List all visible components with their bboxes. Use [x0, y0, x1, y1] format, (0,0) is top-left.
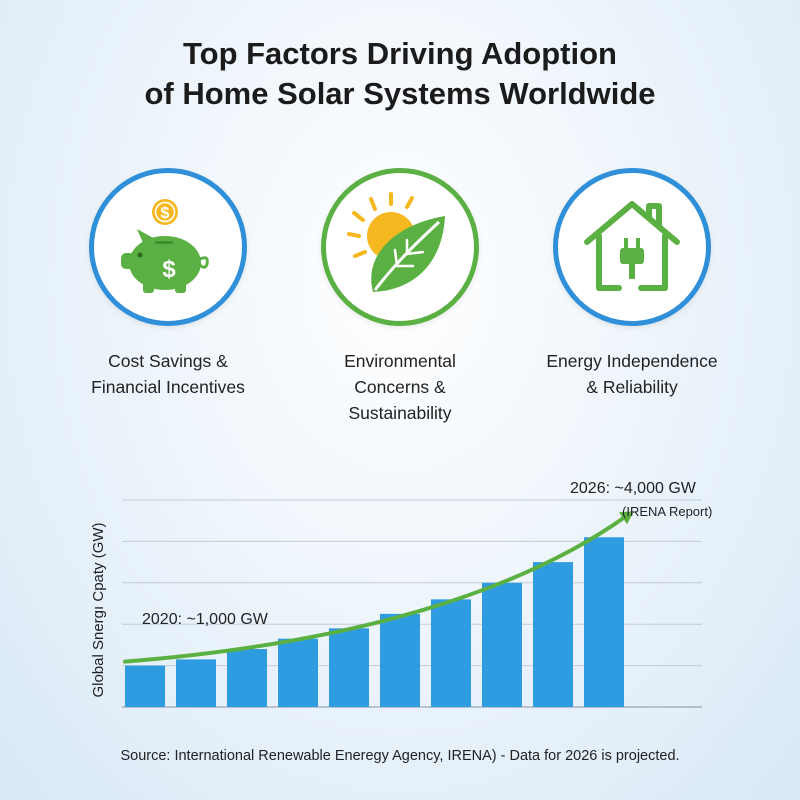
chart-bar — [584, 537, 624, 707]
factor-circle — [553, 168, 711, 326]
chart-bar — [227, 649, 267, 707]
factor-label: Environmental Concerns & Sustainability — [280, 348, 520, 426]
y-axis-label: Global Snergı Cpaty (GW) — [90, 522, 107, 697]
chart-bar — [431, 599, 471, 707]
chart-bar — [176, 659, 216, 707]
factor-label-line: Cost Savings & — [108, 351, 228, 371]
source-note: Source: International Renewable Eneregy … — [120, 748, 680, 764]
factor-environmental: Environmental Concerns & Sustainability — [280, 168, 520, 426]
annotation-end-note: (IRENA Report) — [622, 504, 712, 519]
trend-arrow-line — [123, 514, 628, 664]
factor-circle — [321, 168, 479, 326]
factor-cost-savings: $ $ Cost Savings & Financial Incentives — [48, 168, 288, 400]
chart-bars — [125, 537, 624, 707]
factor-label: Cost Savings & Financial Incentives — [48, 348, 288, 400]
chart-bar — [278, 638, 318, 707]
factor-label-line: Environmental — [344, 351, 456, 371]
factor-label-line: Financial Incentives — [91, 377, 245, 397]
annotation-start: 2020: ~1,000 GW — [142, 611, 269, 628]
chart-bar — [482, 582, 522, 707]
factor-label-line: & Reliability — [586, 377, 678, 397]
chart-bar — [533, 562, 573, 707]
sun-leaf-icon — [347, 192, 445, 292]
factor-energy-independence: Energy Independence & Reliability — [512, 168, 752, 400]
piggy-bank-dollar-icon: $ $ — [121, 199, 209, 293]
title-line-1: Top Factors Driving Adoption — [183, 36, 617, 71]
factor-label-line: Concerns & — [354, 377, 446, 397]
svg-text:$: $ — [162, 256, 176, 283]
title-line-2: of Home Solar Systems Worldwide — [144, 76, 656, 111]
chart-bar — [125, 665, 165, 707]
chart-bar — [380, 613, 420, 707]
factor-label: Energy Independence & Reliability — [512, 348, 752, 400]
chart-bar — [329, 628, 369, 707]
svg-text:$: $ — [161, 205, 170, 222]
factor-label-line: Energy Independence — [546, 351, 718, 371]
house-plug-icon — [584, 201, 680, 291]
factor-circle: $ $ — [89, 168, 247, 326]
capacity-bar-chart: Global Snergı Cpaty (GW) 2020: ~1,000 GW… — [90, 480, 712, 708]
page-title: Top Factors Driving Adoption of Home Sol… — [0, 34, 800, 114]
factor-label-line: Sustainability — [348, 403, 452, 423]
trend-arrow-head — [619, 511, 634, 525]
annotation-end: 2026: ~4,000 GW — [570, 480, 697, 497]
